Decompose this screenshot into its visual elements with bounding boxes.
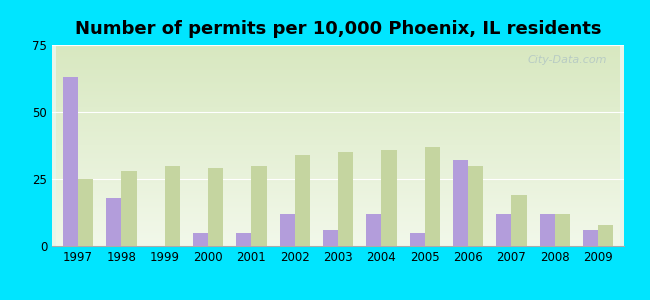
Bar (583, 230, 598, 246)
Bar (512, 195, 526, 246)
Text: City-Data.com: City-Data.com (527, 55, 607, 65)
Bar (63, 77, 78, 246)
Bar (424, 147, 440, 246)
Bar (236, 232, 252, 246)
Bar (598, 225, 613, 246)
Bar (323, 230, 338, 246)
Bar (496, 214, 512, 246)
Title: Number of permits per 10,000 Phoenix, IL residents: Number of permits per 10,000 Phoenix, IL… (75, 20, 601, 38)
Bar (540, 214, 554, 246)
Bar (252, 166, 266, 246)
Bar (164, 166, 180, 246)
Bar (208, 168, 223, 246)
Bar (554, 214, 570, 246)
Bar (338, 152, 353, 246)
Bar (78, 179, 93, 246)
Bar (106, 198, 122, 246)
Bar (410, 232, 424, 246)
Bar (382, 149, 396, 246)
Bar (294, 155, 310, 246)
Bar (280, 214, 294, 246)
Bar (366, 214, 382, 246)
Bar (453, 160, 468, 246)
Bar (468, 166, 483, 246)
Bar (122, 171, 136, 246)
Bar (193, 232, 208, 246)
